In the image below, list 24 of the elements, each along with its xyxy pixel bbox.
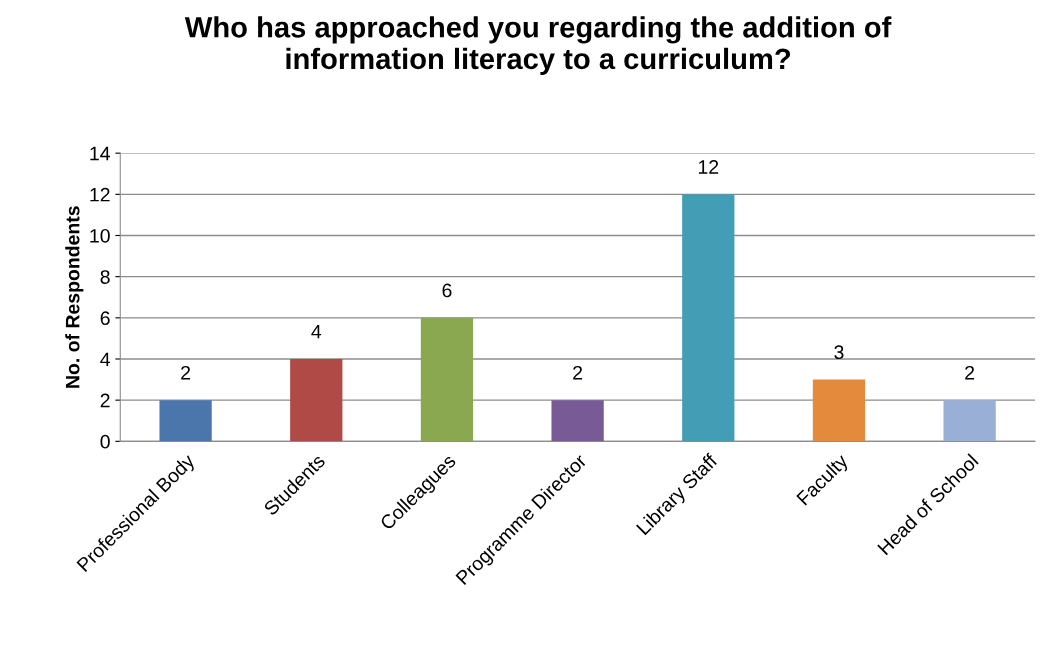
bar: [420, 317, 474, 442]
bar: [682, 194, 735, 442]
data-label: 2: [965, 365, 975, 380]
data-label: 3: [834, 345, 844, 360]
y-tick-label: 2: [100, 393, 110, 408]
y-tick-label: 10: [90, 228, 110, 243]
y-tick-label: 14: [90, 146, 110, 161]
y-tick-label: 4: [100, 352, 110, 367]
bar: [551, 400, 604, 442]
data-label: 6: [442, 283, 452, 298]
y-axis-title: No. of Respondents: [65, 206, 84, 388]
chart-title: Who has approached you regarding the addition of information literacy to a curriculum?: [184, 16, 892, 75]
data-label: 4: [311, 324, 322, 339]
data-label: 12: [698, 160, 719, 174]
y-tick-label: 6: [100, 311, 110, 326]
data-label: 2: [573, 365, 583, 380]
bar: [290, 358, 343, 442]
bar: [159, 400, 212, 442]
y-tick-label: 8: [100, 270, 110, 284]
data-label: 2: [181, 365, 191, 380]
y-tick-label: 0: [100, 434, 110, 449]
y-tick-label: 12: [90, 187, 110, 202]
bar: [812, 379, 866, 442]
bar: [943, 400, 996, 442]
